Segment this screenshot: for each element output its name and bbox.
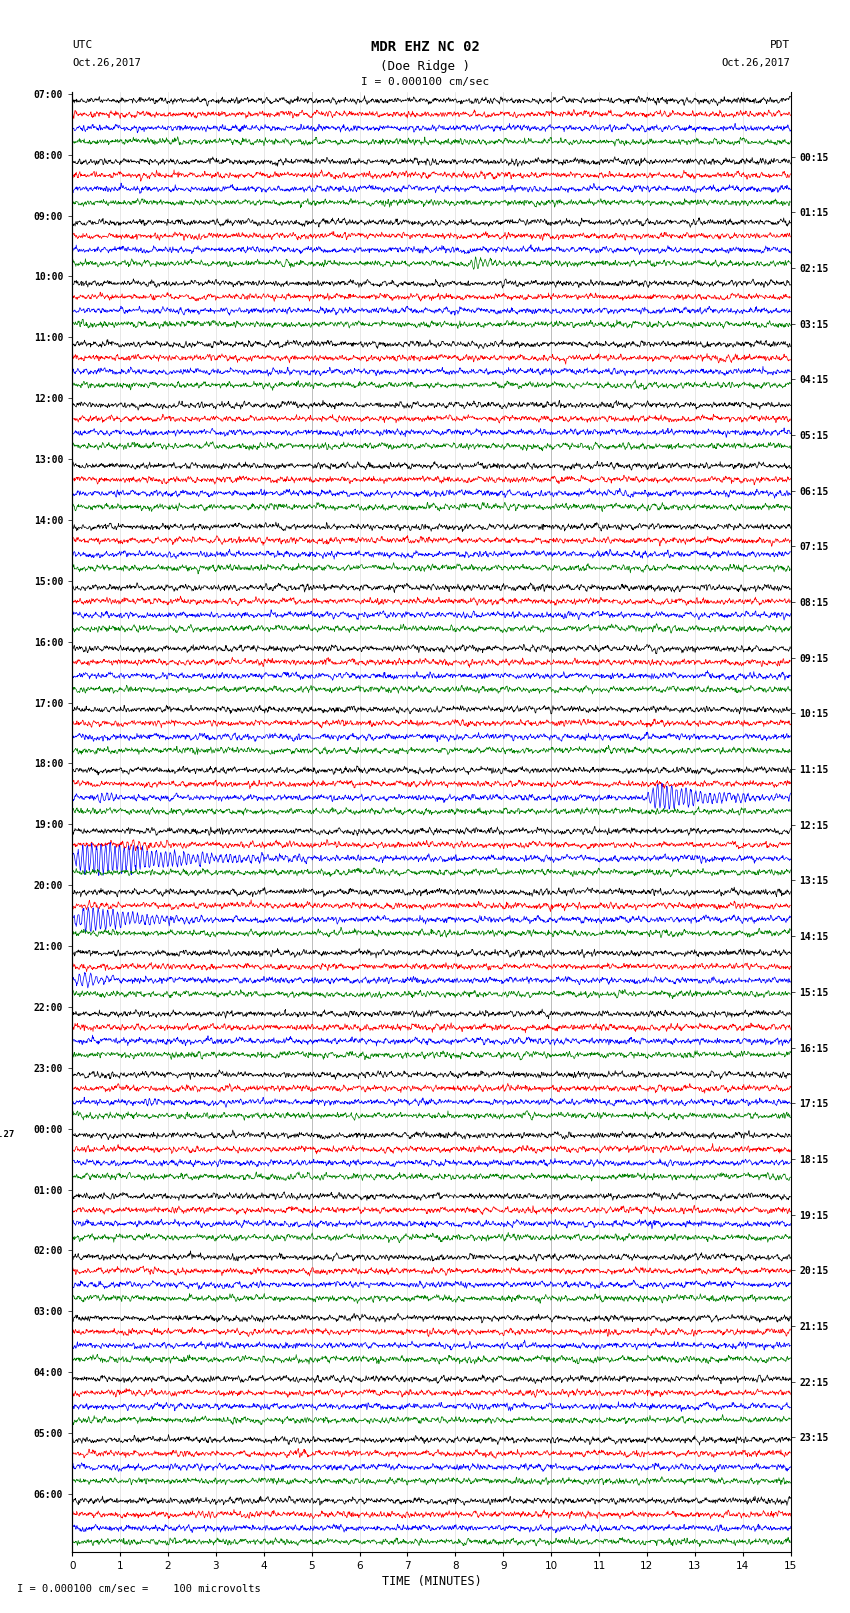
- Text: Oct.26,2017: Oct.26,2017: [72, 58, 141, 68]
- Text: MDR EHZ NC 02: MDR EHZ NC 02: [371, 40, 479, 55]
- Text: I = 0.000100 cm/sec: I = 0.000100 cm/sec: [361, 77, 489, 87]
- Text: PDT: PDT: [770, 40, 790, 50]
- Text: Oct.26,2017: Oct.26,2017: [722, 58, 790, 68]
- X-axis label: TIME (MINUTES): TIME (MINUTES): [382, 1574, 481, 1587]
- Text: Oct.27: Oct.27: [0, 1131, 14, 1139]
- Text: I = 0.000100 cm/sec =    100 microvolts: I = 0.000100 cm/sec = 100 microvolts: [17, 1584, 261, 1594]
- Text: (Doe Ridge ): (Doe Ridge ): [380, 60, 470, 73]
- Text: UTC: UTC: [72, 40, 93, 50]
